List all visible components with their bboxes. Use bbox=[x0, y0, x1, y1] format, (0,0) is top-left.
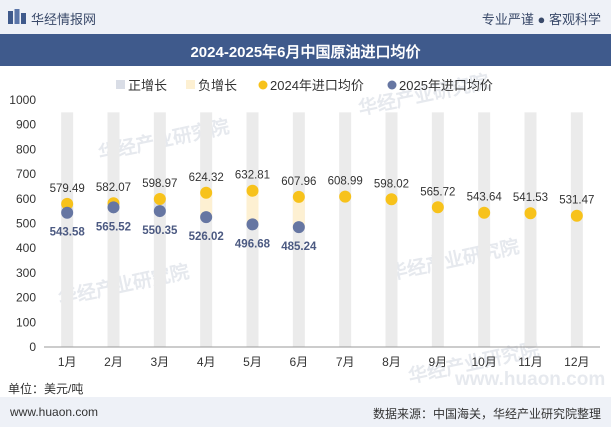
background-bar bbox=[385, 112, 398, 347]
watermark: 华经产业研究院 bbox=[386, 235, 521, 285]
unit-label: 单位：美元/吨 bbox=[8, 382, 84, 396]
data-label-2024: 608.99 bbox=[328, 176, 363, 188]
y-tick-label: 600 bbox=[16, 192, 36, 206]
footer-bar bbox=[0, 397, 611, 427]
data-label-2025: 565.52 bbox=[96, 221, 131, 233]
data-label-2025: 526.02 bbox=[189, 231, 224, 243]
watermark: 华经产业研究院 bbox=[56, 260, 191, 310]
legend-2024-marker bbox=[258, 80, 268, 90]
y-tick-label: 100 bbox=[16, 315, 36, 329]
data-label-2024: 624.32 bbox=[189, 172, 224, 184]
decrease-bar bbox=[200, 192, 213, 218]
data-label-2024: 598.02 bbox=[374, 178, 409, 190]
legend-2025-label: 2025年进口均价 bbox=[399, 78, 493, 93]
data-label-2024: 541.53 bbox=[513, 192, 548, 204]
x-tick-label: 3月 bbox=[150, 355, 169, 369]
point-2024 bbox=[292, 190, 305, 203]
background-bar bbox=[570, 112, 583, 347]
y-tick-label: 900 bbox=[16, 118, 36, 132]
background-bar bbox=[524, 112, 537, 347]
data-label-2024: 598.97 bbox=[142, 178, 177, 190]
point-2024 bbox=[246, 184, 259, 197]
legend-decrease-label: 负增长 bbox=[198, 78, 237, 93]
background-bar bbox=[153, 112, 166, 347]
point-2025 bbox=[200, 211, 213, 224]
data-source: 数据来源：中国海关，华经产业研究院整理 bbox=[372, 407, 601, 421]
point-2025 bbox=[153, 205, 166, 218]
x-tick-label: 5月 bbox=[243, 355, 262, 369]
y-tick-label: 0 bbox=[29, 340, 36, 354]
legend-2025-marker bbox=[387, 80, 397, 90]
point-2025 bbox=[246, 218, 259, 231]
y-tick-label: 400 bbox=[16, 241, 36, 255]
data-label-2024: 632.81 bbox=[235, 170, 270, 182]
point-2024 bbox=[153, 193, 166, 206]
point-2024 bbox=[570, 209, 583, 222]
background-bar bbox=[200, 112, 213, 347]
data-label-2024: 582.07 bbox=[96, 182, 131, 194]
background-bar bbox=[61, 112, 74, 347]
data-label-2024: 579.49 bbox=[50, 183, 85, 195]
x-tick-label: 6月 bbox=[289, 355, 308, 369]
legend-decrease-swatch bbox=[186, 80, 195, 89]
watermark-url: www.huaon.com bbox=[454, 369, 605, 390]
data-label-2025: 550.35 bbox=[142, 225, 178, 237]
point-2024 bbox=[524, 207, 537, 220]
legend-2024-label: 2024年进口均价 bbox=[270, 78, 364, 93]
point-2024 bbox=[478, 206, 491, 219]
decrease-bar bbox=[292, 196, 305, 228]
y-tick-label: 200 bbox=[16, 291, 36, 305]
legend-increase-swatch bbox=[116, 80, 125, 89]
point-2025 bbox=[292, 221, 305, 234]
x-tick-label: 10月 bbox=[471, 355, 496, 369]
slogan: 专业严谨 ● 客观科学 bbox=[481, 12, 601, 27]
data-label-2025: 496.68 bbox=[235, 238, 271, 250]
background-bar bbox=[339, 112, 352, 347]
point-2024 bbox=[339, 190, 352, 203]
background-bar bbox=[478, 112, 491, 347]
data-label-2024: 531.47 bbox=[559, 195, 594, 207]
point-2024 bbox=[200, 186, 213, 199]
legend-increase-label: 正增长 bbox=[128, 78, 167, 93]
y-tick-label: 1000 bbox=[9, 93, 36, 107]
y-tick-label: 800 bbox=[16, 142, 36, 156]
x-tick-label: 9月 bbox=[428, 355, 447, 369]
x-tick-label: 2月 bbox=[104, 355, 123, 369]
point-2024 bbox=[385, 193, 398, 206]
background-bar bbox=[431, 112, 444, 347]
point-2025 bbox=[107, 201, 120, 214]
y-tick-label: 500 bbox=[16, 217, 36, 231]
y-tick-label: 300 bbox=[16, 266, 36, 280]
site-url: www.huaon.com bbox=[10, 405, 99, 419]
decrease-bar bbox=[246, 190, 259, 225]
x-tick-label: 1月 bbox=[58, 355, 77, 369]
data-label-2024: 607.96 bbox=[281, 176, 316, 188]
x-tick-label: 12月 bbox=[564, 355, 589, 369]
data-label-2025: 543.58 bbox=[50, 227, 86, 239]
chart-title: 2024-2025年6月中国原油进口均价 bbox=[190, 44, 421, 61]
point-2024 bbox=[431, 201, 444, 214]
huajing-logo-icon bbox=[8, 9, 26, 24]
x-tick-label: 4月 bbox=[197, 355, 216, 369]
x-tick-label: 8月 bbox=[382, 355, 401, 369]
x-tick-label: 7月 bbox=[336, 355, 355, 369]
title-bar bbox=[0, 34, 611, 66]
brand-name: 华经情报网 bbox=[31, 12, 97, 27]
y-tick-label: 700 bbox=[16, 167, 36, 181]
background-bar bbox=[107, 112, 120, 347]
data-label-2025: 485.24 bbox=[281, 241, 317, 253]
data-label-2024: 565.72 bbox=[420, 186, 455, 198]
top-bar bbox=[0, 0, 611, 34]
point-2024 bbox=[61, 197, 74, 210]
point-2025 bbox=[61, 206, 74, 219]
x-tick-label: 11月 bbox=[518, 355, 542, 369]
data-label-2024: 543.64 bbox=[467, 192, 503, 204]
